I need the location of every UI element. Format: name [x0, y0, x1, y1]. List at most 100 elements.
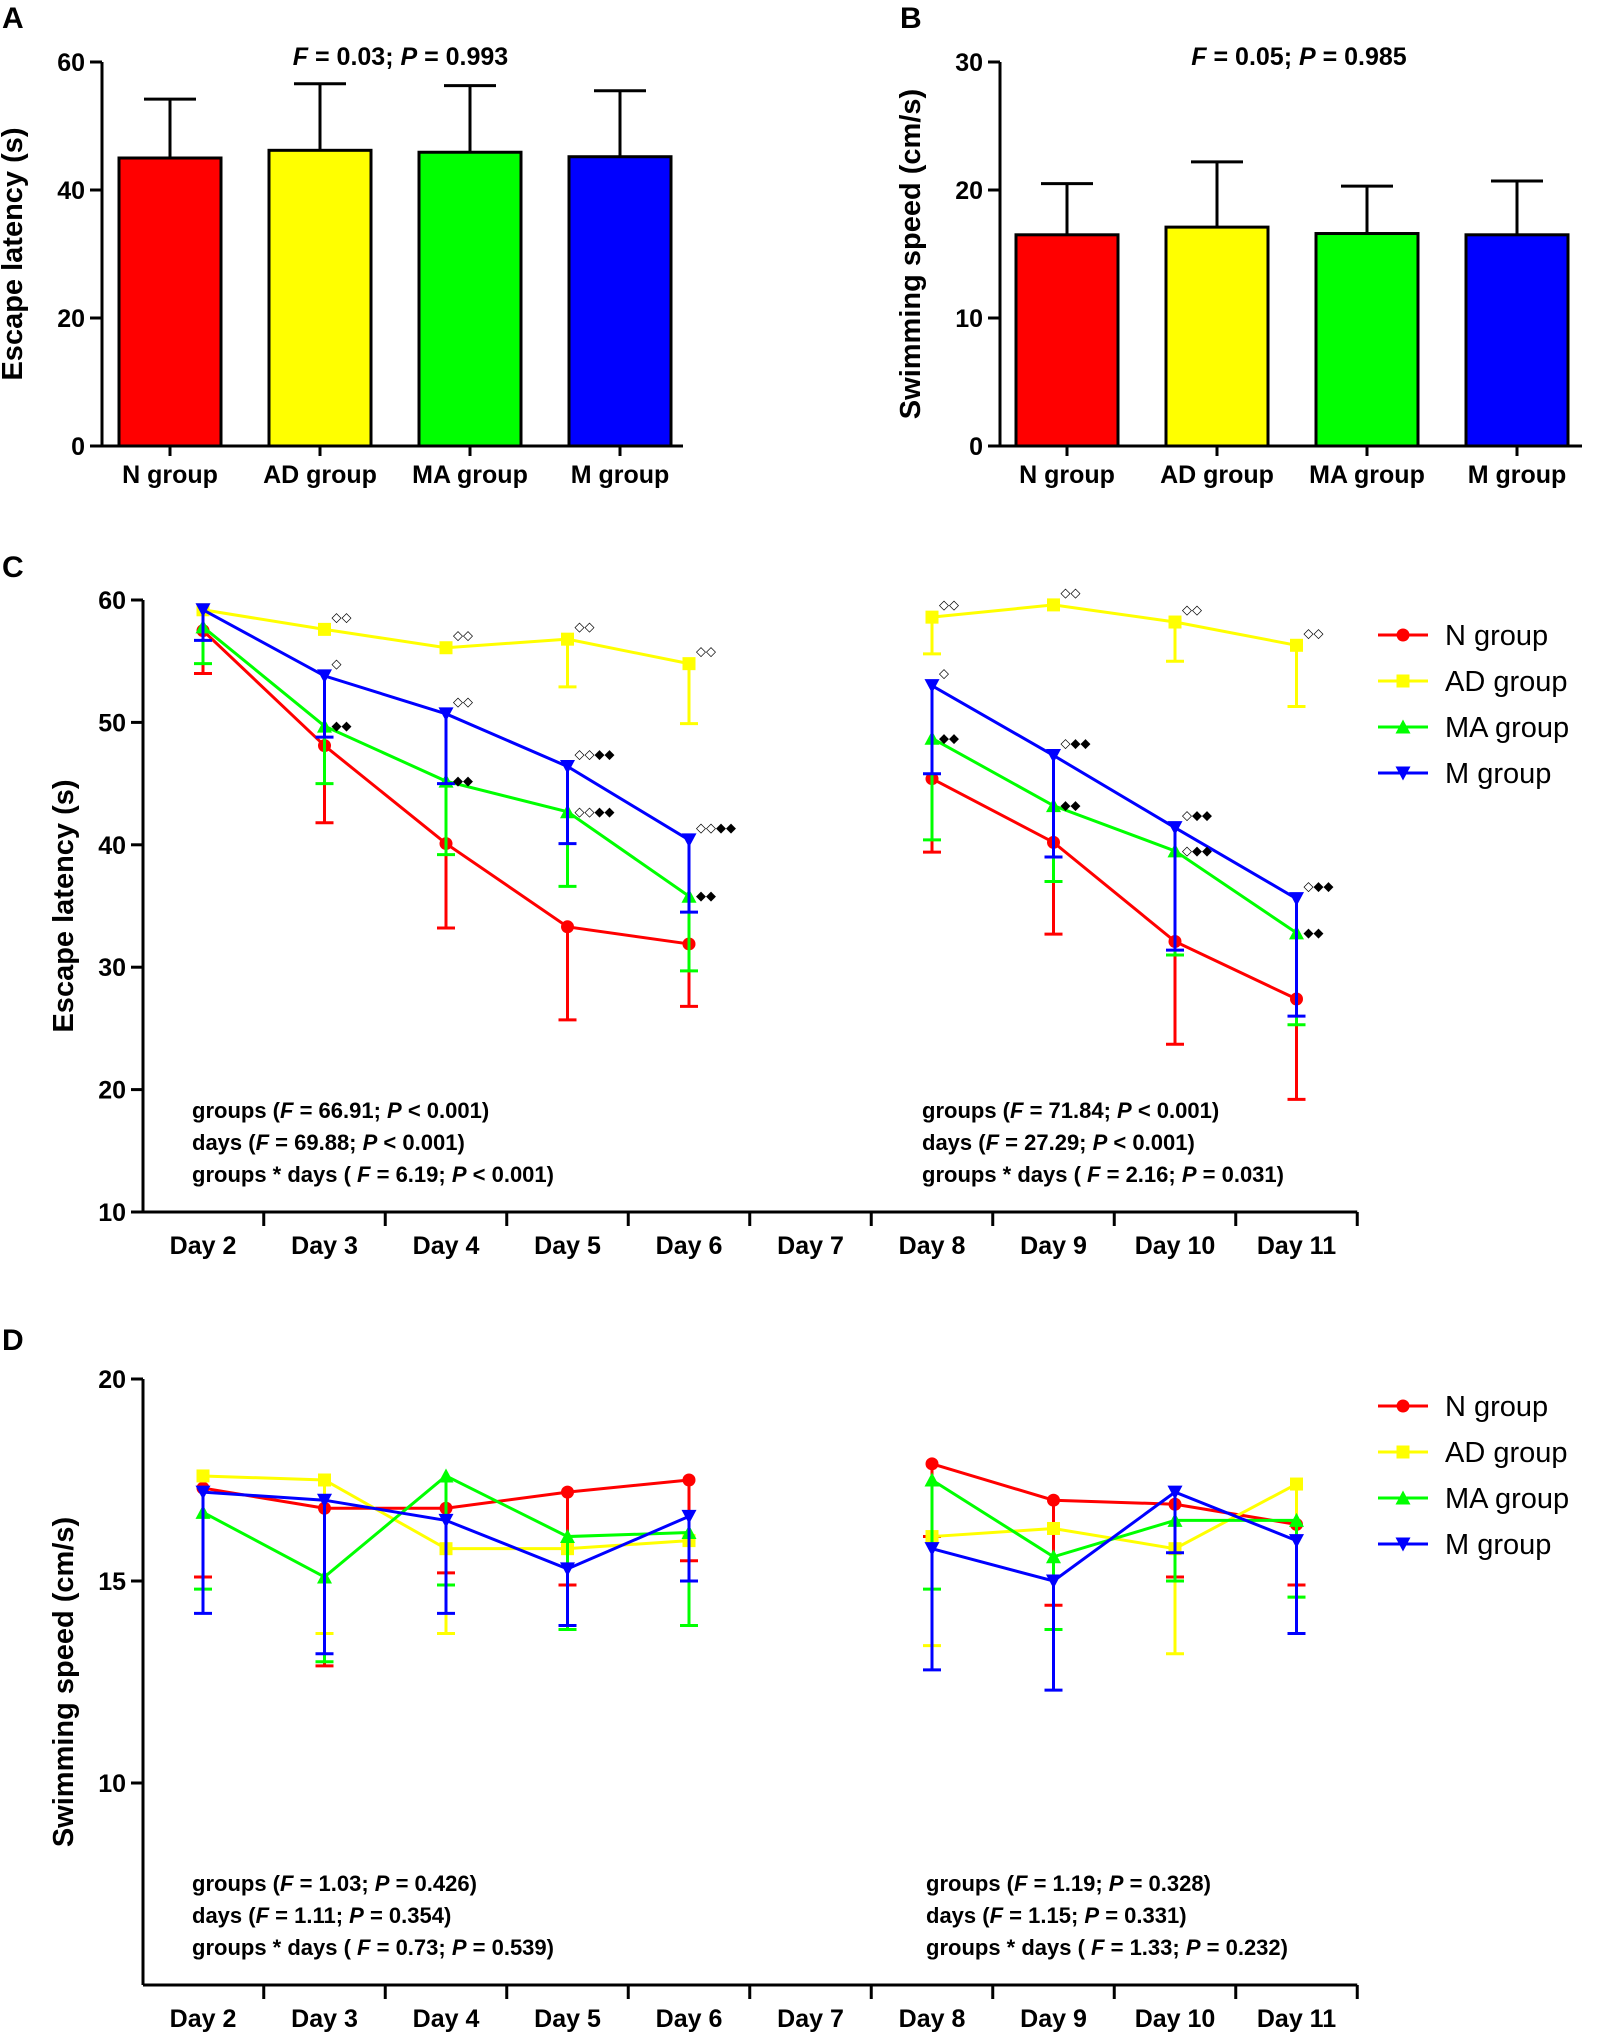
anova-p-value: = 0.985	[1316, 43, 1407, 71]
legend-label: AD group	[1445, 666, 1568, 698]
stat-f-value: = 66.91;	[293, 1098, 387, 1123]
stat-prefix: groups (	[192, 1098, 281, 1123]
stat-p-value: < 0.001)	[1107, 1130, 1194, 1155]
stat-p-value: < 0.001)	[402, 1098, 489, 1123]
y-tick-label: 10	[98, 1199, 126, 1227]
series-line	[931, 1478, 1297, 1559]
data-point	[317, 1493, 332, 1508]
legend-marker	[1396, 1399, 1410, 1413]
bar-n	[1014, 233, 1120, 448]
anova-p-label: P	[1299, 43, 1316, 71]
panel-c: C 10 20 30 40 50 60 Escape latency (s) Day 2 Day …	[2, 551, 1569, 1260]
anova-annotation: F = 0.03; P = 0.993	[293, 43, 508, 71]
significance-mark: ◇◇	[1304, 625, 1324, 640]
data-point	[924, 679, 940, 694]
data-point	[438, 707, 454, 722]
legend: N group AD group MA group M group	[1378, 620, 1569, 790]
y-tick-label: 10	[955, 305, 983, 333]
data-point	[1046, 748, 1061, 763]
x-tick-label: AD group	[1160, 461, 1274, 489]
y-axis-title: Swimming speed (cm/s)	[895, 89, 927, 419]
stat-p-label: P	[349, 1903, 364, 1928]
stat-f-value: = 1.11;	[269, 1903, 349, 1928]
stat-p-value: = 0.331)	[1099, 1903, 1186, 1928]
legend-marker	[1395, 1537, 1411, 1552]
series-line	[931, 1490, 1298, 1583]
significance-mark: ◆◆	[332, 718, 352, 733]
data-point	[560, 759, 575, 774]
significance-mark: ◆◆	[696, 888, 716, 903]
x-tick-label: Day 3	[291, 2005, 358, 2033]
data-point	[1047, 1493, 1060, 1507]
data-point	[1289, 1534, 1304, 1549]
significance-mark: ◇◇	[575, 619, 595, 634]
series-ad	[196, 1469, 1306, 1656]
stats-right-row: groups (F = 71.84; P < 0.001)	[922, 1098, 1219, 1123]
legend-label: M group	[1445, 1529, 1551, 1561]
x-tick-label: Day 7	[777, 1232, 844, 1260]
data-point	[438, 1468, 454, 1483]
data-point	[317, 669, 332, 684]
y-tick-label: 0	[71, 433, 85, 461]
legend-label: N group	[1445, 620, 1548, 652]
x-tick-label: Day 9	[1020, 1232, 1087, 1260]
stat-p-label: P	[1117, 1098, 1132, 1123]
stat-f-label: F	[357, 1162, 371, 1187]
stats-right-row: groups (F = 1.19; P = 0.328)	[926, 1871, 1211, 1896]
data-point	[1046, 1574, 1061, 1589]
y-tick-label: 20	[57, 305, 85, 333]
y-tick-label: 15	[98, 1568, 126, 1596]
y-tick-label: 50	[98, 709, 126, 737]
x-tick-label: Day 10	[1135, 2005, 1216, 2033]
significance-mark: ◆◆	[453, 773, 473, 788]
stat-f-value: = 1.03;	[293, 1871, 374, 1896]
series-line	[931, 1462, 1297, 1526]
stat-prefix: groups * days (	[192, 1935, 357, 1960]
panel-label: C	[2, 551, 24, 584]
legend-marker	[1395, 1490, 1411, 1505]
x-tick-label: AD group	[263, 461, 377, 489]
significance-mark: ◇◇	[1061, 585, 1081, 600]
stat-p-value: = 0.539)	[467, 1935, 554, 1960]
stats-left-row: days (F = 69.88; P < 0.001)	[192, 1130, 465, 1155]
data-point	[925, 1457, 939, 1471]
y-tick-label: 20	[98, 1366, 126, 1394]
data-point	[1168, 615, 1182, 629]
data-point	[561, 1485, 574, 1499]
stat-prefix: groups * days (	[192, 1162, 357, 1187]
bar-n	[117, 156, 223, 448]
legend-marker	[1396, 674, 1410, 688]
series-ma	[194, 619, 1306, 1027]
significance-mark: ◇◇	[1182, 602, 1202, 617]
stat-f-value: = 1.15;	[1003, 1903, 1084, 1928]
significance-mark: ◆◆	[939, 730, 959, 745]
stat-p-label: P	[387, 1098, 402, 1123]
stat-p-label: P	[1084, 1903, 1099, 1928]
bar-m	[1464, 233, 1570, 448]
significance-mark: ◇◆◆	[1304, 879, 1334, 894]
legend-marker	[1395, 719, 1411, 734]
data-point	[924, 1542, 940, 1557]
significance-mark: ◇◇	[939, 597, 959, 612]
significance-mark: ◇◇	[696, 644, 716, 659]
stats-left-row: days (F = 1.11; P = 0.354)	[192, 1903, 451, 1928]
stat-prefix: groups (	[926, 1871, 1015, 1896]
legend: N group AD group MA group M group	[1378, 1391, 1569, 1561]
x-tick-label: Day 4	[413, 2005, 480, 2033]
bar-m	[567, 155, 673, 448]
y-axis-title: Escape latency (s)	[48, 779, 80, 1032]
significance-mark: ◆◆	[1304, 925, 1324, 940]
stats-right-row: groups * days ( F = 2.16; P = 0.031)	[922, 1162, 1284, 1187]
stat-f-value: = 6.19;	[371, 1162, 452, 1187]
stats-left-row: groups * days ( F = 6.19; P < 0.001)	[192, 1162, 554, 1187]
y-tick-label: 60	[98, 587, 126, 615]
stat-f-label: F	[280, 1098, 294, 1123]
stat-p-label: P	[452, 1935, 467, 1960]
stat-prefix: groups (	[192, 1871, 281, 1896]
stat-prefix: days (	[192, 1903, 256, 1928]
data-point	[681, 1509, 697, 1524]
stat-p-label: P	[1109, 1871, 1124, 1896]
y-tick-label: 40	[57, 177, 85, 205]
x-tick-label: Day 10	[1135, 1232, 1216, 1260]
